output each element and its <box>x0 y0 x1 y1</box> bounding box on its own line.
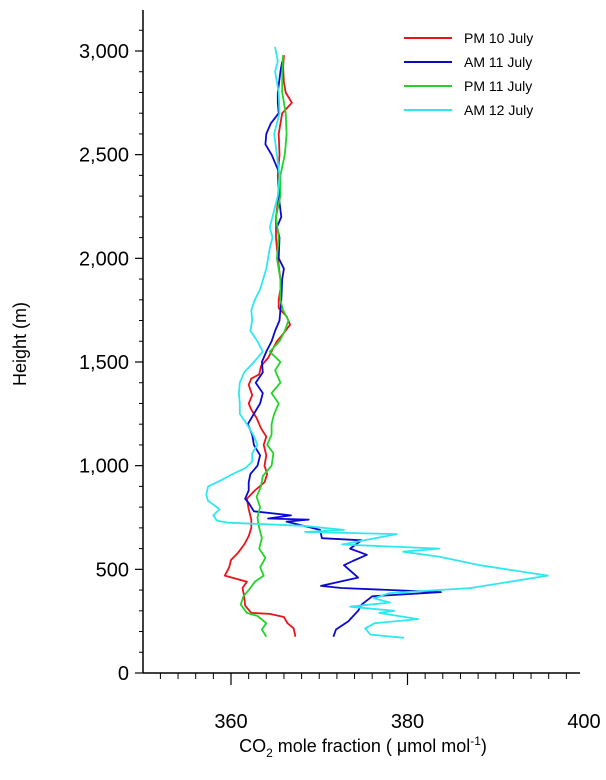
x-tick-label: 380 <box>391 711 424 733</box>
y-tick-label: 500 <box>96 559 129 581</box>
legend-label: PM 11 July <box>464 78 532 94</box>
x-axis-label-superscript: -1 <box>470 734 481 748</box>
y-tick-label: 1,500 <box>79 352 129 374</box>
legend-label: AM 12 July <box>464 102 533 118</box>
y-tick-label: 0 <box>118 663 129 685</box>
legend-item: PM 10 July <box>404 30 533 46</box>
y-tick-label: 1,000 <box>79 456 129 478</box>
series-line-am-12-july <box>205 46 549 639</box>
legend-item: AM 11 July <box>404 54 532 70</box>
legend: PM 10 July AM 11 July PM 11 July AM 12 July <box>404 30 533 118</box>
x-tick-label: 360 <box>214 711 247 733</box>
tick-layer: 0 500 1,000 1,500 2,000 2,500 3,000 360 380 400 <box>79 29 601 733</box>
y-tick-label: 2,500 <box>79 145 129 167</box>
legend-label: AM 11 July <box>464 54 532 70</box>
x-tick-label: 400 <box>567 711 600 733</box>
y-axis-label: Height (m) <box>10 302 30 386</box>
y-tick-label: 2,000 <box>79 248 129 270</box>
legend-item: PM 11 July <box>404 78 532 94</box>
y-tick-label: 3,000 <box>79 41 129 63</box>
legend-label: PM 10 July <box>464 30 533 46</box>
x-axis-label: CO2 mole fraction ( μmol mol-1) <box>239 734 487 760</box>
x-axis-label-subscript: 2 <box>266 746 273 760</box>
series-line-pm-11-july <box>239 55 290 638</box>
series-layer <box>205 46 549 639</box>
legend-item: AM 12 July <box>404 102 533 118</box>
